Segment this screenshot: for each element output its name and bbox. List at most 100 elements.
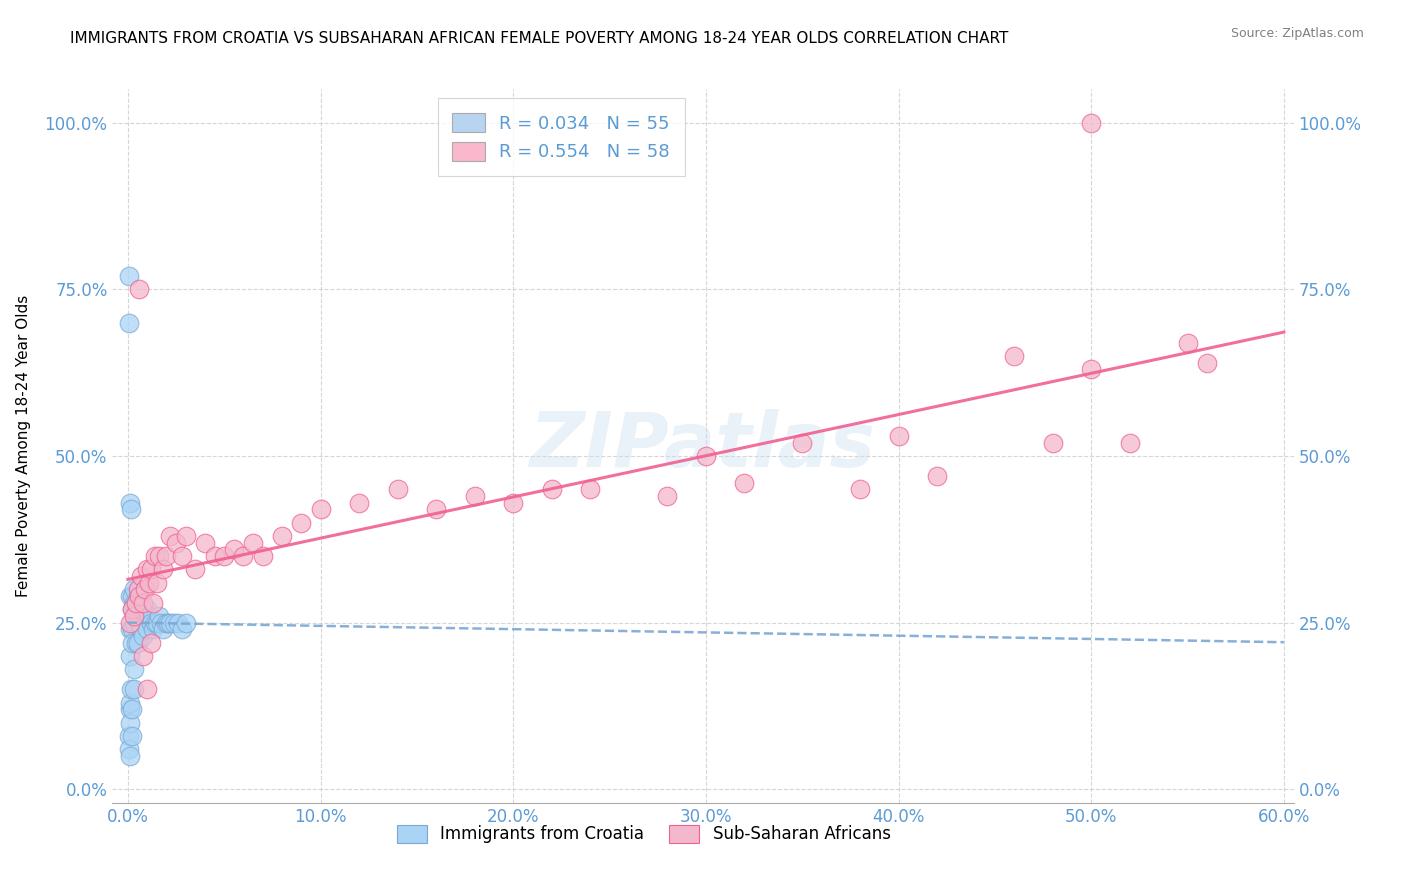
Point <box>1080 115 1102 129</box>
Point <box>204 549 226 563</box>
Point <box>657 489 679 503</box>
Point <box>1002 349 1025 363</box>
Point <box>122 582 145 597</box>
Point <box>124 596 146 610</box>
Point <box>1195 356 1218 370</box>
Point <box>1042 435 1064 450</box>
Text: ZIPatlas: ZIPatlas <box>530 409 876 483</box>
Point <box>733 475 755 490</box>
Point <box>170 549 193 563</box>
Point <box>121 729 143 743</box>
Point <box>121 623 143 637</box>
Point <box>309 502 332 516</box>
Point <box>148 609 170 624</box>
Point <box>155 549 177 563</box>
Point <box>128 615 150 630</box>
Point <box>138 609 160 624</box>
Point <box>118 696 141 710</box>
Point <box>142 596 165 610</box>
Point <box>849 483 872 497</box>
Point <box>579 483 602 497</box>
Point <box>127 602 149 616</box>
Point <box>502 496 524 510</box>
Point <box>134 582 156 597</box>
Point <box>194 535 217 549</box>
Point <box>170 623 193 637</box>
Point <box>120 682 142 697</box>
Point <box>174 529 197 543</box>
Point <box>136 682 159 697</box>
Point <box>118 649 141 664</box>
Point <box>925 469 948 483</box>
Point <box>127 582 149 597</box>
Point <box>163 615 186 630</box>
Point <box>127 636 149 650</box>
Point <box>1119 435 1142 450</box>
Point <box>143 615 166 630</box>
Point <box>120 502 142 516</box>
Point <box>131 569 153 583</box>
Point <box>464 489 486 503</box>
Point <box>124 636 146 650</box>
Point <box>128 282 150 296</box>
Point <box>122 662 145 676</box>
Point <box>118 749 141 764</box>
Point <box>148 549 170 563</box>
Point <box>157 615 180 630</box>
Point <box>118 742 141 756</box>
Point <box>118 729 141 743</box>
Point <box>425 502 447 516</box>
Point <box>347 496 370 510</box>
Point <box>142 623 165 637</box>
Point <box>131 623 153 637</box>
Point <box>212 549 235 563</box>
Point <box>118 615 141 630</box>
Point <box>167 615 190 630</box>
Point <box>124 596 146 610</box>
Point <box>695 449 717 463</box>
Point <box>184 562 207 576</box>
Point <box>134 609 156 624</box>
Point <box>132 649 155 664</box>
Point <box>122 609 145 624</box>
Point <box>174 615 197 630</box>
Point <box>143 549 166 563</box>
Point <box>165 535 187 549</box>
Point <box>118 702 141 716</box>
Point <box>121 636 143 650</box>
Point <box>128 589 150 603</box>
Point <box>146 615 169 630</box>
Point <box>792 435 814 450</box>
Point <box>124 609 146 624</box>
Point <box>118 496 141 510</box>
Point <box>155 615 177 630</box>
Point <box>540 483 562 497</box>
Point <box>139 636 162 650</box>
Point <box>127 589 149 603</box>
Point <box>121 702 143 716</box>
Point <box>146 575 169 590</box>
Point <box>136 562 159 576</box>
Point <box>132 629 155 643</box>
Legend: Immigrants from Croatia, Sub-Saharan Africans: Immigrants from Croatia, Sub-Saharan Afr… <box>389 816 898 852</box>
Point <box>118 623 141 637</box>
Point <box>139 615 162 630</box>
Point <box>152 562 174 576</box>
Point <box>222 542 245 557</box>
Point <box>139 562 162 576</box>
Point <box>132 596 155 610</box>
Point <box>118 589 141 603</box>
Point <box>122 615 145 630</box>
Point <box>121 602 143 616</box>
Point <box>159 529 181 543</box>
Point <box>122 596 145 610</box>
Point <box>131 596 153 610</box>
Text: Source: ZipAtlas.com: Source: ZipAtlas.com <box>1230 27 1364 40</box>
Point <box>121 602 143 616</box>
Point <box>138 575 160 590</box>
Point <box>232 549 254 563</box>
Point <box>136 623 159 637</box>
Point <box>1177 335 1199 350</box>
Point <box>118 268 141 283</box>
Point <box>242 535 264 549</box>
